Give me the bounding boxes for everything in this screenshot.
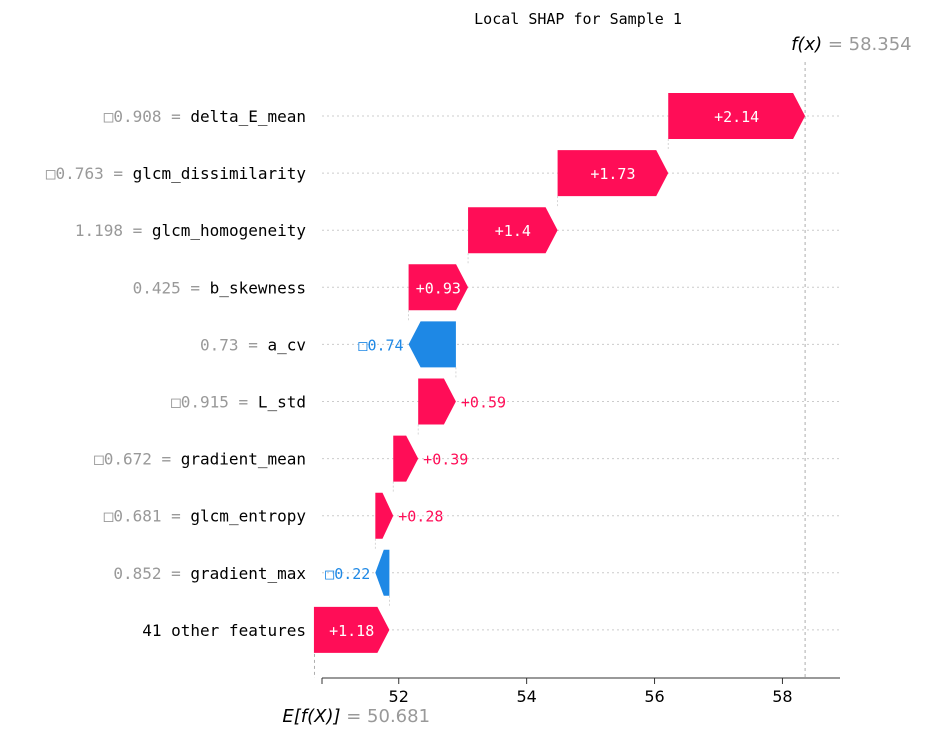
- feature-name: gradient_mean: [181, 450, 306, 469]
- feature-value: 1.198 =: [75, 221, 152, 240]
- shap-value-label: +0.28: [398, 508, 443, 526]
- feature-name: glcm_homogeneity: [152, 221, 306, 240]
- feature-label: □0.908 = delta_E_mean: [104, 107, 306, 126]
- feature-value: □0.915 =: [171, 393, 258, 412]
- bars-layer: +2.14 +1.73 +1.4 +0.93 □0.74 +0.59 +0.39 +0.28 □…: [313, 93, 806, 653]
- ex-annotation: E[f(X)] = 50.681: [282, 706, 430, 727]
- feature-label: 0.73 = a_cv: [200, 335, 306, 354]
- feature-value: □0.763 =: [46, 164, 133, 183]
- shap-bar: [408, 321, 456, 368]
- feature-label: 41 other features: [142, 621, 306, 640]
- x-tick-label: 52: [389, 687, 409, 706]
- shap-value-label: +0.59: [461, 394, 506, 412]
- feature-label: □0.672 = gradient_mean: [94, 450, 306, 469]
- shap-value-label: +0.93: [416, 279, 461, 297]
- feature-value: 0.425 =: [133, 278, 210, 297]
- shap-bar: [408, 264, 469, 311]
- feature-name: glcm_dissimilarity: [133, 164, 307, 183]
- shap-bar: [557, 150, 669, 197]
- feature-label: □0.763 = glcm_dissimilarity: [46, 164, 306, 183]
- feature-labels-layer: □0.908 = delta_E_mean □0.763 = glcm_dissi…: [46, 107, 306, 640]
- shap-value-label: +1.4: [495, 222, 531, 240]
- feature-name: b_skewness: [210, 278, 306, 297]
- feature-value: □0.672 =: [94, 450, 181, 469]
- shap-bar: [375, 549, 390, 596]
- feature-label: 0.852 = gradient_max: [113, 564, 306, 583]
- x-tick-label: 56: [644, 687, 664, 706]
- feature-name: L_std: [258, 393, 306, 412]
- shap-value-label: +0.39: [423, 451, 468, 469]
- feature-label: 0.425 = b_skewness: [133, 278, 306, 297]
- x-tick-label: 58: [772, 687, 792, 706]
- feature-name: a_cv: [267, 335, 306, 354]
- shap-value-label: +1.18: [329, 622, 374, 640]
- feature-name: gradient_max: [190, 564, 306, 583]
- x-axis: 52 54 56 58: [321, 677, 840, 706]
- annotations-layer: f(x) = 58.354 E[f(X)] = 50.681: [282, 34, 911, 727]
- fx-value: = 58.354: [822, 34, 912, 55]
- feature-label: 1.198 = glcm_homogeneity: [75, 221, 307, 240]
- ex-value: = 50.681: [341, 706, 431, 727]
- fx-label: f(x): [791, 34, 822, 55]
- shap-value-label: +2.14: [714, 108, 759, 126]
- feature-value: 0.73 =: [200, 335, 267, 354]
- chart-title: Local SHAP for Sample 1: [474, 10, 682, 28]
- shap-bar: [468, 207, 558, 254]
- feature-label: □0.915 = L_std: [171, 393, 306, 412]
- reference-lines: [313, 62, 806, 678]
- feature-name: glcm_entropy: [190, 507, 306, 526]
- fx-annotation: f(x) = 58.354: [791, 34, 912, 55]
- shap-bar: [313, 606, 390, 653]
- feature-value: □0.908 =: [104, 107, 191, 126]
- shap-bar: [393, 435, 419, 482]
- shap-value-label: □0.74: [358, 336, 403, 354]
- x-tick-label: 54: [516, 687, 536, 706]
- shap-bar: [668, 93, 806, 139]
- shap-bar: [418, 378, 456, 425]
- feature-name: delta_E_mean: [190, 107, 306, 126]
- feature-label: □0.681 = glcm_entropy: [104, 507, 307, 526]
- feature-value: □0.681 =: [104, 507, 191, 526]
- shap-value-label: +1.73: [590, 165, 635, 183]
- shap-bar: [375, 492, 394, 539]
- shap-value-label: □0.22: [325, 565, 370, 583]
- feature-name: 41 other features: [142, 621, 306, 640]
- feature-value: 0.852 =: [113, 564, 190, 583]
- ex-label: E[f(X)]: [282, 706, 340, 727]
